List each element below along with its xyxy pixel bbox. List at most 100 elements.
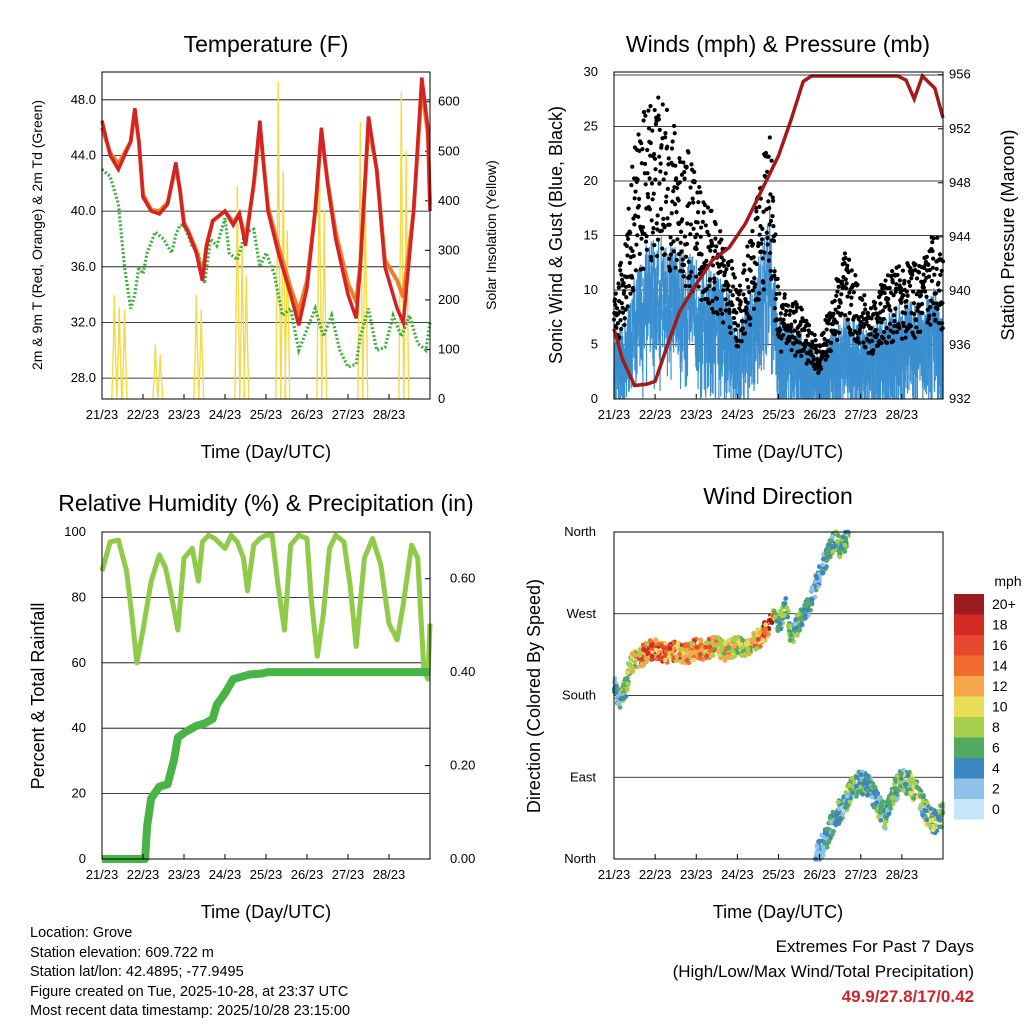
y-tick-label: 25	[584, 119, 598, 134]
gust-dot	[762, 250, 767, 255]
gust-dot	[785, 303, 791, 308]
gust-dot	[919, 301, 925, 307]
gust-dot	[768, 268, 773, 273]
gust-dot	[839, 292, 844, 297]
x-tick-label: 21/23	[86, 867, 119, 882]
gust-dot	[911, 301, 917, 306]
direction-dot	[675, 640, 681, 646]
gust-dot	[695, 241, 700, 246]
gust-dot	[723, 308, 728, 313]
gust-dot	[897, 278, 903, 283]
x-tick-label: 23/23	[680, 407, 713, 422]
gust-dot	[934, 266, 939, 271]
direction-dot	[629, 666, 635, 672]
direction-dot	[889, 795, 895, 801]
gust-dot	[806, 323, 812, 328]
y-axis-label: Direction (Colored By Speed)	[524, 579, 544, 813]
direction-dot	[904, 791, 910, 796]
direction-dot	[745, 646, 751, 652]
gust-dot	[837, 330, 842, 335]
gust-dot	[695, 220, 700, 225]
colorbar-swatch	[954, 676, 984, 697]
gust-dot	[658, 161, 663, 166]
gust-dot	[757, 204, 762, 209]
direction-dot	[812, 594, 818, 600]
direction-dot	[757, 630, 763, 636]
gust-dot	[766, 154, 771, 159]
gust-dot	[679, 249, 684, 254]
direction-dot	[898, 771, 904, 777]
solar-spike	[152, 344, 159, 400]
direction-dot	[820, 570, 826, 576]
direction-dot	[872, 784, 878, 790]
x-tick-label: 28/23	[373, 867, 406, 882]
gust-dot	[679, 172, 684, 177]
direction-dot	[794, 632, 800, 638]
colorbar-label: 8	[992, 719, 1000, 735]
y-tick-label: 0	[591, 391, 598, 406]
gust-dot	[714, 296, 719, 301]
gust-dot	[663, 199, 669, 204]
gust-dot	[925, 307, 930, 312]
gust-dot	[856, 316, 861, 322]
gust-dot	[937, 252, 943, 257]
direction-dot	[826, 838, 832, 844]
x-tick-label: 23/23	[168, 867, 201, 882]
gust-dot	[718, 269, 723, 274]
gust-dot	[689, 162, 694, 167]
gust-dot	[663, 131, 668, 136]
direction-dot	[878, 817, 884, 823]
direction-dot	[827, 539, 833, 545]
gust-dot	[886, 296, 891, 301]
gust-dot	[665, 216, 670, 221]
direction-dot	[627, 662, 633, 668]
gust-dot	[860, 297, 865, 302]
gust-dot	[616, 281, 621, 286]
gust-dot	[810, 339, 815, 344]
solar-spike	[116, 307, 123, 400]
direction-dot	[892, 777, 898, 783]
direction-dot	[828, 819, 834, 825]
gust-dot	[725, 286, 730, 292]
gust-dot	[695, 210, 701, 215]
y2-tick-label: 944	[949, 229, 971, 244]
gust-dot	[922, 265, 927, 271]
gust-dot	[764, 230, 769, 235]
gust-dot	[753, 282, 758, 287]
gust-dot	[885, 273, 891, 278]
gust-dot	[870, 338, 875, 343]
wind-direction-panel: Wind DirectionNorthEastSouthWestNorth21/…	[524, 483, 1022, 922]
y2-tick-label: 952	[949, 121, 971, 136]
gust-dot	[738, 299, 743, 305]
direction-dot	[838, 543, 844, 549]
gust-dot	[796, 330, 801, 335]
gust-dot	[635, 177, 640, 182]
x-tick-label: 28/23	[886, 407, 919, 422]
gust-dot	[672, 202, 678, 207]
x-tick-label: 27/23	[332, 867, 365, 882]
gust-dot	[629, 183, 634, 188]
gust-dot	[908, 283, 913, 289]
solar-spike	[193, 294, 200, 400]
gust-dot	[812, 332, 817, 338]
direction-dot	[787, 623, 793, 629]
direction-dot	[830, 534, 835, 540]
gust-dot	[904, 289, 909, 294]
gust-dot	[868, 332, 873, 337]
colorbar-swatch	[954, 799, 984, 820]
gust-dot	[696, 200, 701, 205]
gust-dot	[761, 209, 766, 214]
gust-dot	[788, 308, 793, 313]
direction-dot	[920, 798, 926, 804]
gust-dot	[694, 274, 699, 279]
gust-dot	[927, 313, 932, 318]
gust-dot	[708, 248, 713, 253]
y-tick-label: 32.0	[71, 314, 96, 329]
gust-dot	[824, 327, 829, 332]
gust-dot	[913, 262, 918, 267]
colorbar-label: 14	[992, 658, 1008, 674]
gust-dot	[919, 289, 924, 294]
gust-dot	[641, 118, 646, 123]
direction-dot	[793, 617, 799, 623]
gust-dot	[863, 307, 868, 312]
